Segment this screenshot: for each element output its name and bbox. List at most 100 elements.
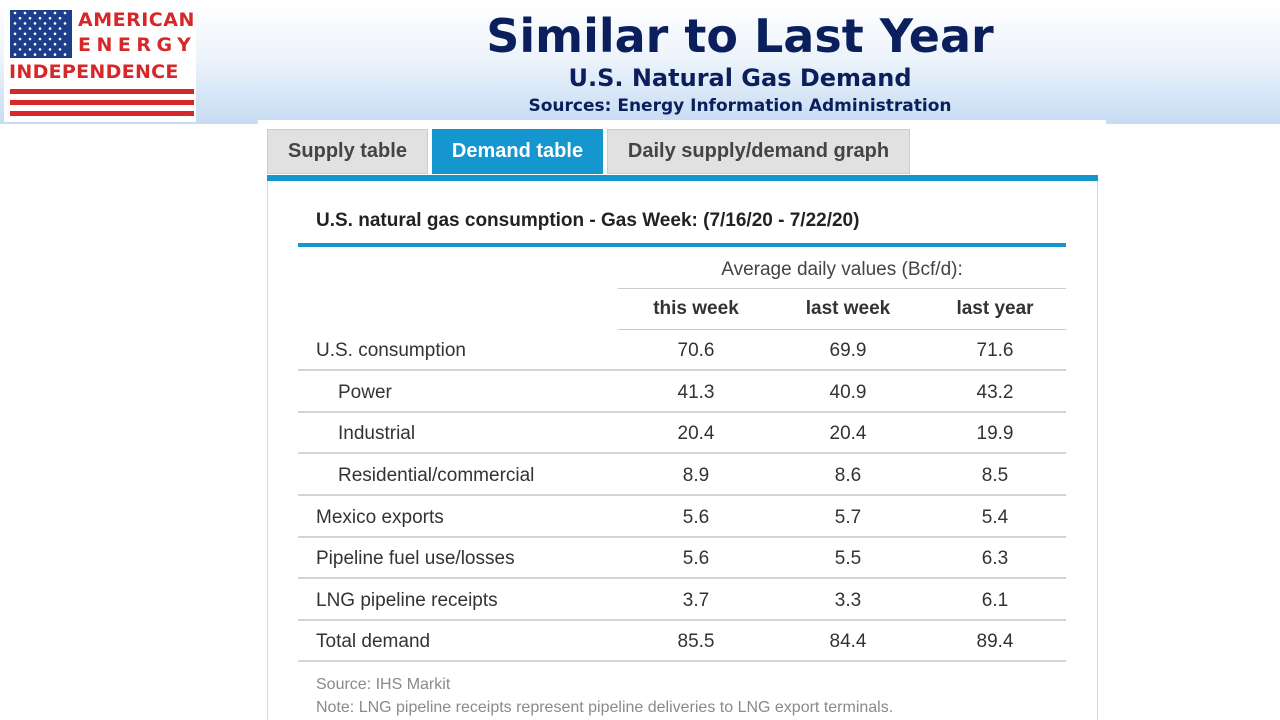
row-label: LNG pipeline receipts xyxy=(316,590,498,611)
flag-star xyxy=(63,53,67,56)
cell-last-week: 5.5 xyxy=(834,548,862,569)
table-row: Power 41.3 40.9 43.2 xyxy=(298,372,1066,413)
flag-star xyxy=(28,37,32,41)
flag-star xyxy=(13,42,17,46)
flag-star xyxy=(43,11,47,15)
table-row: Mexico exports 5.6 5.7 5.4 xyxy=(298,497,1066,538)
cell-this-week: 41.3 xyxy=(677,382,715,403)
flag-star xyxy=(43,42,47,46)
american-energy-independence-logo: AMERICAN ENERGY INDEPENDENCE ™ xyxy=(4,4,196,122)
cell-this-week: 3.7 xyxy=(682,590,710,611)
slide-title: Similar to Last Year xyxy=(486,9,994,63)
row-label: U.S. consumption xyxy=(316,340,466,361)
flag-star xyxy=(53,32,57,36)
flag-star xyxy=(63,42,67,46)
flag-star xyxy=(38,27,42,30)
row-label: Total demand xyxy=(316,631,431,652)
flag-star xyxy=(63,11,67,15)
flag-star xyxy=(48,37,52,41)
cell-last-year: 5.4 xyxy=(981,507,1009,528)
flag-star xyxy=(18,16,22,20)
flag-star xyxy=(38,16,42,20)
tab-demand-table[interactable]: Demand table xyxy=(432,129,603,174)
cell-last-year: 71.6 xyxy=(976,340,1014,361)
table-caption: U.S. natural gas consumption - Gas Week:… xyxy=(316,210,860,231)
cell-this-week: 20.4 xyxy=(677,423,715,444)
flag-star xyxy=(43,32,47,36)
flag-star xyxy=(13,11,17,15)
flag-star xyxy=(33,53,37,56)
flag-star xyxy=(33,32,37,36)
row-divider xyxy=(298,452,1066,454)
flag-star xyxy=(33,22,37,25)
cell-last-year: 6.3 xyxy=(981,548,1009,569)
flag-star xyxy=(38,37,42,41)
cell-last-year: 6.1 xyxy=(981,590,1009,611)
tab-supply-table[interactable]: Supply table xyxy=(267,129,428,174)
logo-stripe xyxy=(10,89,194,94)
demand-table-panel: U.S. natural gas consumption - Gas Week:… xyxy=(267,181,1098,720)
row-label: Power xyxy=(338,382,392,403)
cell-this-week: 5.6 xyxy=(682,548,710,569)
flag-star xyxy=(23,11,27,15)
flag-star xyxy=(53,53,57,56)
row-label: Mexico exports xyxy=(316,507,444,528)
row-divider xyxy=(298,536,1066,538)
flag-star xyxy=(23,53,27,56)
flag-star xyxy=(58,16,62,20)
flag-star xyxy=(28,48,32,51)
flag-star xyxy=(38,48,42,51)
row-label: Pipeline fuel use/losses xyxy=(316,548,515,569)
row-divider xyxy=(298,577,1066,579)
table-row: Industrial 20.4 20.4 19.9 xyxy=(298,413,1066,454)
slide-subtitle: U.S. Natural Gas Demand xyxy=(568,64,912,92)
us-flag-icon xyxy=(10,10,72,58)
logo-stripe xyxy=(10,100,194,105)
slide-sources: Sources: Energy Information Administrati… xyxy=(528,96,952,116)
cell-last-year: 89.4 xyxy=(976,631,1014,652)
flag-star xyxy=(23,32,27,36)
flag-star xyxy=(58,37,62,41)
cell-last-week: 20.4 xyxy=(829,423,867,444)
flag-star xyxy=(63,22,67,25)
trademark-mark: ™ xyxy=(182,114,188,120)
cell-last-week: 5.7 xyxy=(834,507,862,528)
table-source-note: Source: IHS Markit xyxy=(316,676,451,693)
flag-star xyxy=(43,53,47,56)
flag-star xyxy=(58,48,62,51)
tab-bar-underline xyxy=(267,175,1098,181)
logo-text-line3: INDEPENDENCE xyxy=(9,61,179,83)
column-header-this-week: this week xyxy=(653,298,739,319)
flag-star xyxy=(28,16,32,20)
row-divider xyxy=(298,494,1066,496)
flag-star xyxy=(23,42,27,46)
flag-star xyxy=(23,22,27,25)
flag-star xyxy=(33,11,37,15)
group-header-divider xyxy=(618,288,1066,289)
flag-star xyxy=(53,11,57,15)
flag-star xyxy=(43,22,47,25)
cell-last-week: 84.4 xyxy=(829,631,867,652)
cell-last-week: 69.9 xyxy=(829,340,867,361)
cell-last-year: 43.2 xyxy=(976,382,1014,403)
row-divider xyxy=(298,660,1066,662)
header-banner: AMERICAN ENERGY INDEPENDENCE ™ Similar t… xyxy=(0,0,1280,124)
flag-star xyxy=(63,32,67,36)
logo-text-line2: ENERGY xyxy=(78,34,197,56)
cell-last-year: 8.5 xyxy=(981,465,1009,486)
table-row: Residential/commercial 8.9 8.6 8.5 xyxy=(298,455,1066,496)
cell-this-week: 85.5 xyxy=(677,631,715,652)
row-label: Residential/commercial xyxy=(338,465,535,486)
tab-daily-supply-demand-graph[interactable]: Daily supply/demand graph xyxy=(607,129,910,174)
row-divider xyxy=(298,369,1066,371)
row-divider xyxy=(298,619,1066,621)
cell-this-week: 70.6 xyxy=(677,340,715,361)
flag-star xyxy=(48,16,52,20)
table-row: LNG pipeline receipts 3.7 3.3 6.1 xyxy=(298,580,1066,621)
table-row: Pipeline fuel use/losses 5.6 5.5 6.3 xyxy=(298,538,1066,579)
cell-last-week: 3.3 xyxy=(834,590,862,611)
row-label: Industrial xyxy=(338,423,416,444)
flag-star xyxy=(18,37,22,41)
column-group-header: Average daily values (Bcf/d): xyxy=(721,259,963,280)
column-header-last-year: last year xyxy=(956,298,1034,319)
